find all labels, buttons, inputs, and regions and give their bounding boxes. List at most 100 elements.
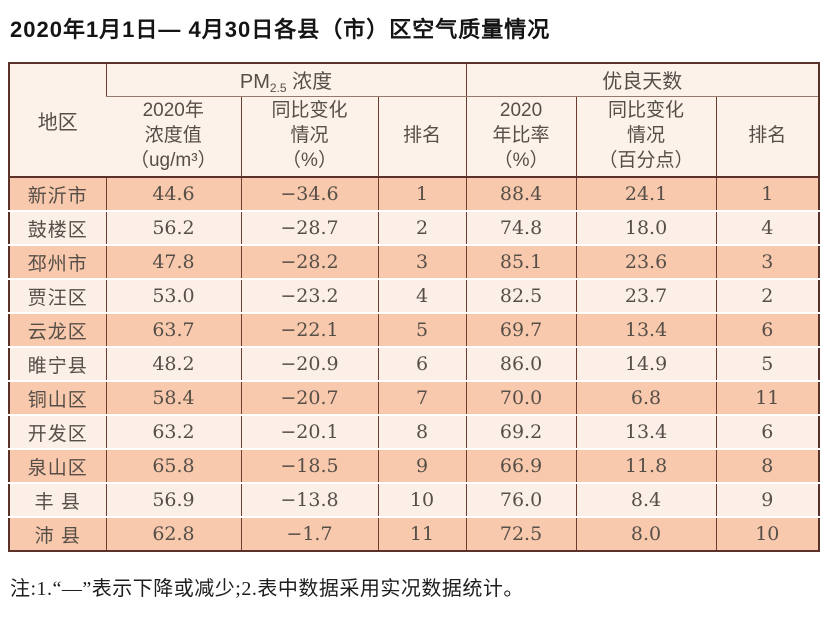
pm-rank-cell: 2 [377, 211, 467, 246]
pm-rank-cell: 1 [377, 177, 467, 212]
pm-rank-cell: 4 [377, 279, 467, 314]
pm25-label-subscript: 2.5 [269, 80, 287, 95]
page-title: 2020年1月1日— 4月30日各县（市）区空气质量情况 [10, 17, 551, 42]
pm-change-cell: −20.9 [240, 347, 378, 382]
pm25-label-prefix: PM [239, 70, 270, 93]
table-row: 丰 县 56.9 −13.8 10 76.0 8.4 9 [9, 483, 820, 518]
good-rate-cell: 66.9 [465, 449, 577, 484]
pm-value-cell: 63.7 [105, 313, 241, 348]
table-row: 泉山区 65.8 −18.5 9 66.9 11.8 8 [9, 449, 820, 484]
column-header-pm-value: 2020年 浓度值 （ug/m³） [106, 96, 241, 177]
region-cell: 开发区 [9, 415, 106, 450]
pm-value-cell: 56.9 [105, 483, 241, 518]
column-header-good-change: 同比变化 情况 （百分点） [575, 96, 717, 177]
pm-change-cell: −28.7 [240, 211, 378, 246]
good-rate-cell: 86.0 [465, 347, 577, 382]
good-rate-cell: 72.5 [465, 517, 577, 551]
good-rank-cell: 3 [715, 245, 820, 280]
region-cell: 丰 县 [9, 483, 106, 518]
good-change-cell: 23.7 [575, 279, 717, 314]
good-rate-cell: 76.0 [465, 483, 577, 518]
pm-change-cell: −23.2 [240, 279, 378, 314]
region-cell: 睢宁县 [9, 347, 106, 382]
pm-rank-cell: 5 [377, 313, 467, 348]
good-rate-cell: 74.8 [465, 211, 577, 246]
region-cell: 泉山区 [9, 449, 106, 484]
table-row: 新沂市 44.6 −34.6 1 88.4 24.1 1 [9, 177, 820, 212]
good-rate-cell: 70.0 [465, 381, 577, 416]
table-row: 铜山区 58.4 −20.7 7 70.0 6.8 11 [9, 381, 820, 416]
column-group-pm25: PM2.5 浓度 [105, 63, 467, 97]
good-change-cell: 24.1 [575, 177, 717, 212]
pm-rank-cell: 6 [377, 347, 467, 382]
good-rank-cell: 9 [715, 483, 820, 518]
good-rate-cell: 69.7 [465, 313, 577, 348]
column-header-region: 地区 [9, 63, 106, 177]
good-rank-cell: 8 [715, 449, 820, 484]
column-header-good-rate: 2020 年比率 （%） [465, 96, 577, 177]
region-cell: 沛 县 [9, 517, 106, 551]
pm-change-cell: −22.1 [240, 313, 378, 348]
good-rank-cell: 6 [715, 415, 820, 450]
good-change-cell: 13.4 [575, 313, 717, 348]
table-row: 邳州市 47.8 −28.2 3 85.1 23.6 3 [9, 245, 820, 280]
good-rate-cell: 69.2 [465, 415, 577, 450]
header-sub-row: 2020年 浓度值 （ug/m³） 同比变化 情况 （%） 排名 2020 年比… [9, 96, 820, 177]
column-group-good-days: 优良天数 [465, 63, 820, 97]
table-header: 地区 PM2.5 浓度 优良天数 2020年 浓度值 （ug/m³） 同比变化 … [9, 63, 820, 177]
good-rate-cell: 82.5 [465, 279, 577, 314]
pm-value-cell: 53.0 [105, 279, 241, 314]
good-rank-cell: 5 [715, 347, 820, 382]
good-change-cell: 8.0 [575, 517, 717, 551]
pm-value-cell: 65.8 [105, 449, 241, 484]
pm-value-cell: 62.8 [105, 517, 241, 551]
good-rank-cell: 4 [715, 211, 820, 246]
table-row: 贾汪区 53.0 −23.2 4 82.5 23.7 2 [9, 279, 820, 314]
footnote: 注:1.“—”表示下降或减少;2.表中数据采用实况数据统计。 [10, 578, 524, 600]
region-cell: 云龙区 [9, 313, 106, 348]
pm25-label-suffix: 浓度 [286, 70, 333, 93]
good-rank-cell: 1 [715, 177, 820, 212]
pm-rank-cell: 8 [377, 415, 467, 450]
good-rank-cell: 10 [715, 517, 820, 551]
good-rank-cell: 6 [715, 313, 820, 348]
pm-value-cell: 63.2 [105, 415, 241, 450]
good-change-cell: 8.4 [575, 483, 717, 518]
pm-change-cell: −1.7 [240, 517, 378, 551]
table-row: 开发区 63.2 −20.1 8 69.2 13.4 6 [9, 415, 820, 450]
header-group-row: 地区 PM2.5 浓度 优良天数 [9, 63, 820, 177]
good-rank-cell: 11 [715, 381, 820, 416]
column-header-pm-change: 同比变化 情况 （%） [240, 96, 378, 177]
region-cell: 新沂市 [9, 177, 106, 212]
pm-rank-cell: 10 [377, 483, 467, 518]
page: 2020年1月1日— 4月30日各县（市）区空气质量情况 地区 PM2.5 浓度… [8, 17, 821, 600]
good-change-cell: 14.9 [575, 347, 717, 382]
air-quality-table: 地区 PM2.5 浓度 优良天数 2020年 浓度值 （ug/m³） 同比变化 … [8, 62, 821, 552]
good-change-cell: 13.4 [575, 415, 717, 450]
pm-rank-cell: 11 [377, 517, 467, 551]
table-body: 新沂市 44.6 −34.6 1 88.4 24.1 1 鼓楼区 56.2 −28.7 2 74.8 1… [9, 177, 820, 551]
pm-rank-cell: 3 [377, 245, 467, 280]
region-cell: 邳州市 [9, 245, 106, 280]
pm-change-cell: −20.7 [240, 381, 378, 416]
region-cell: 鼓楼区 [9, 211, 106, 246]
good-change-cell: 23.6 [575, 245, 717, 280]
pm-value-cell: 48.2 [105, 347, 241, 382]
pm-rank-cell: 7 [377, 381, 467, 416]
region-cell: 铜山区 [9, 381, 106, 416]
pm-change-cell: −13.8 [240, 483, 378, 518]
table-row: 云龙区 63.7 −22.1 5 69.7 13.4 6 [9, 313, 820, 348]
good-rate-cell: 85.1 [465, 245, 577, 280]
column-header-good-rank: 排名 [715, 96, 820, 177]
column-header-pm-rank: 排名 [377, 96, 467, 177]
pm-change-cell: −20.1 [240, 415, 378, 450]
region-cell: 贾汪区 [9, 279, 106, 314]
table-row: 睢宁县 48.2 −20.9 6 86.0 14.9 5 [9, 347, 820, 382]
good-rank-cell: 2 [715, 279, 820, 314]
good-rate-cell: 88.4 [465, 177, 577, 212]
table-row: 鼓楼区 56.2 −28.7 2 74.8 18.0 4 [9, 211, 820, 246]
good-change-cell: 6.8 [575, 381, 717, 416]
pm-value-cell: 56.2 [105, 211, 241, 246]
pm-value-cell: 44.6 [105, 177, 241, 212]
pm-change-cell: −18.5 [240, 449, 378, 484]
